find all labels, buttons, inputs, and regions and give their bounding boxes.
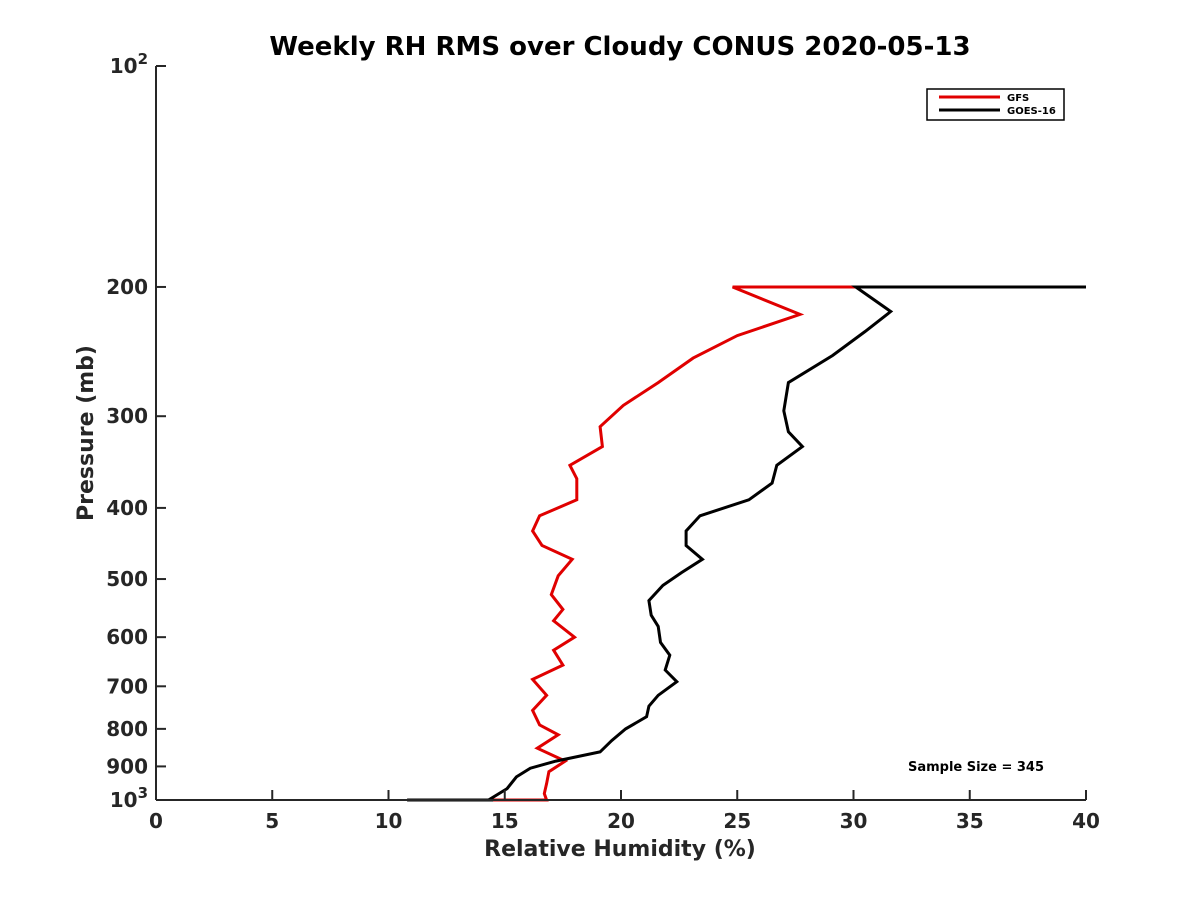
x-tick-label: 20 (607, 809, 635, 833)
x-axis-label: Relative Humidity (%) (484, 837, 756, 862)
x-tick-label: 15 (491, 809, 519, 833)
y-tick-label: 103 (110, 784, 148, 812)
x-tick-label: 40 (1072, 809, 1100, 833)
legend-box (926, 88, 1065, 121)
x-tick-label: 30 (840, 809, 868, 833)
sample-size-annotation: Sample Size = 345 (908, 760, 1044, 775)
x-axis-ticks: 0 5 10 15 20 25 30 35 40 (149, 790, 1100, 833)
y-tick-label: 700 (106, 674, 148, 698)
legend-label-goes16: GOES-16 (1007, 106, 1056, 117)
series-layer (407, 285, 1086, 802)
series-line-gfs (458, 285, 1086, 802)
y-tick-label: 102 (110, 50, 148, 78)
series-line-goes-16 (407, 285, 1086, 802)
y-tick-label: 800 (106, 717, 148, 741)
chart-title: Weekly RH RMS over Cloudy CONUS 2020-05-… (269, 32, 970, 62)
y-tick-label: 500 (106, 567, 148, 591)
x-tick-label: 35 (956, 809, 984, 833)
legend-label-gfs: GFS (1007, 93, 1029, 104)
x-tick-label: 5 (265, 809, 279, 833)
y-axis-label: Pressure (mb) (74, 345, 99, 521)
y-axis-ticks: 102 200 300 400 500 600 700 800 900 103 (106, 50, 166, 812)
y-tick-label: 300 (106, 404, 148, 428)
y-tick-label: 200 (106, 275, 148, 299)
y-tick-label: 900 (106, 754, 148, 778)
x-tick-label: 0 (149, 809, 163, 833)
y-tick-label: 600 (106, 625, 148, 649)
x-tick-label: 10 (375, 809, 403, 833)
legend: GFS GOES-16 (926, 88, 1065, 121)
y-tick-label: 400 (106, 496, 148, 520)
x-tick-label: 25 (723, 809, 751, 833)
